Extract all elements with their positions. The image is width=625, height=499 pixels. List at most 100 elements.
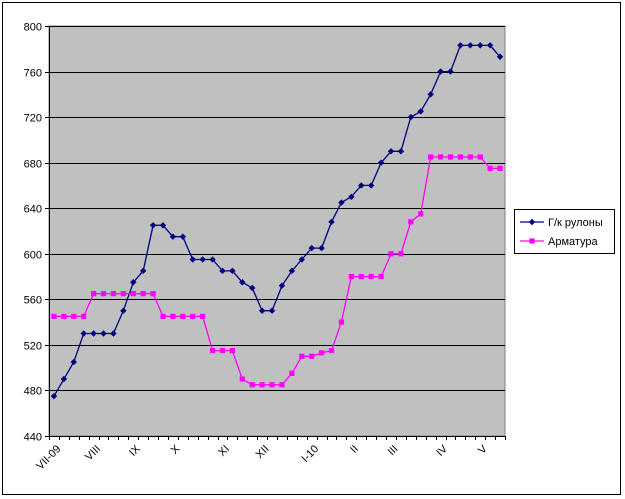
- legend-marker: [529, 238, 535, 244]
- legend: Г/к рулоны Арматура: [514, 209, 615, 254]
- x-tick-label: VII-09: [34, 443, 63, 472]
- series-2: [51, 154, 503, 388]
- x-tick-label: V: [476, 443, 490, 457]
- data-point: [200, 313, 206, 320]
- plot-background: [48, 25, 506, 437]
- data-point: [169, 233, 177, 240]
- data-point: [437, 68, 444, 75]
- data-point: [388, 251, 394, 257]
- data-point: [71, 313, 77, 320]
- series-line: [53, 44, 501, 397]
- data-point: [139, 267, 147, 275]
- data-point: [298, 256, 305, 263]
- data-point: [319, 350, 325, 356]
- series-1: [50, 42, 504, 400]
- data-point: [91, 291, 97, 297]
- x-tick-label: XI: [216, 443, 232, 459]
- data-point: [418, 211, 424, 217]
- data-point: [268, 307, 276, 314]
- y-tick-label: 480: [24, 386, 42, 398]
- data-point: [447, 154, 454, 160]
- data-point: [348, 193, 355, 201]
- legend-item: Г/к рулоны: [520, 217, 603, 229]
- legend-box: [514, 209, 615, 254]
- data-point: [457, 154, 463, 160]
- data-point: [427, 91, 434, 98]
- data-point: [130, 291, 136, 297]
- data-point: [239, 376, 245, 382]
- data-point: [209, 256, 216, 263]
- data-point: [60, 375, 68, 383]
- data-point: [477, 154, 483, 160]
- data-point: [408, 219, 414, 225]
- data-point: [358, 182, 365, 189]
- data-point: [289, 370, 295, 376]
- data-point: [269, 382, 275, 388]
- data-point: [367, 182, 375, 189]
- legend-label: Арматура: [548, 236, 599, 248]
- data-point: [378, 273, 384, 280]
- data-point: [288, 267, 296, 275]
- data-point: [81, 313, 87, 320]
- data-point: [209, 347, 216, 354]
- y-tick-label: 680: [24, 159, 42, 171]
- data-point: [249, 284, 256, 292]
- y-tick-label: 760: [24, 68, 42, 80]
- data-point: [130, 279, 137, 286]
- y-tick-label: 800: [24, 22, 42, 34]
- data-point: [467, 42, 474, 49]
- x-tick-label: X: [169, 443, 183, 457]
- data-point: [496, 53, 504, 60]
- data-point: [150, 291, 156, 297]
- data-point: [100, 291, 107, 297]
- data-point: [199, 256, 206, 263]
- data-point: [328, 347, 335, 354]
- data-point: [120, 291, 126, 297]
- data-point: [397, 148, 405, 155]
- plot-area: [48, 25, 506, 437]
- data-point: [457, 42, 464, 49]
- data-point: [387, 148, 395, 155]
- data-point: [50, 392, 58, 400]
- data-point: [407, 113, 415, 121]
- data-point: [179, 233, 187, 240]
- data-point: [61, 313, 67, 320]
- y-tick-label: 440: [24, 432, 42, 444]
- data-point: [348, 273, 354, 280]
- data-point: [140, 291, 146, 297]
- data-point: [299, 353, 305, 359]
- data-point: [219, 347, 226, 354]
- data-point: [229, 347, 235, 354]
- y-tick-label: 720: [24, 113, 42, 125]
- data-point: [110, 291, 117, 297]
- data-point: [110, 330, 117, 337]
- data-point: [467, 154, 473, 160]
- data-point: [159, 222, 167, 229]
- series-layer: [50, 42, 504, 400]
- x-tick-label: I-10: [299, 443, 321, 465]
- data-point: [170, 313, 176, 320]
- x-tick-label: IV: [434, 443, 450, 459]
- data-point: [447, 68, 454, 75]
- data-point: [279, 382, 285, 388]
- legend-item: Арматура: [520, 236, 599, 248]
- data-point: [318, 244, 325, 252]
- y-tick-label: 600: [24, 250, 42, 262]
- data-point: [180, 313, 186, 320]
- y-tick-label: 640: [24, 204, 42, 216]
- data-point: [417, 108, 424, 115]
- data-point: [249, 382, 255, 388]
- data-point: [377, 159, 385, 166]
- data-point: [328, 218, 335, 226]
- x-tick-label: XII: [254, 443, 272, 461]
- data-point: [90, 330, 97, 337]
- x-tick-label: IX: [127, 443, 143, 459]
- x-tick-label: III: [386, 443, 401, 458]
- data-point: [497, 165, 503, 171]
- data-point: [80, 330, 87, 337]
- data-point: [219, 267, 226, 275]
- data-point: [398, 251, 404, 257]
- data-point: [428, 154, 434, 160]
- legend-marker: [528, 218, 536, 226]
